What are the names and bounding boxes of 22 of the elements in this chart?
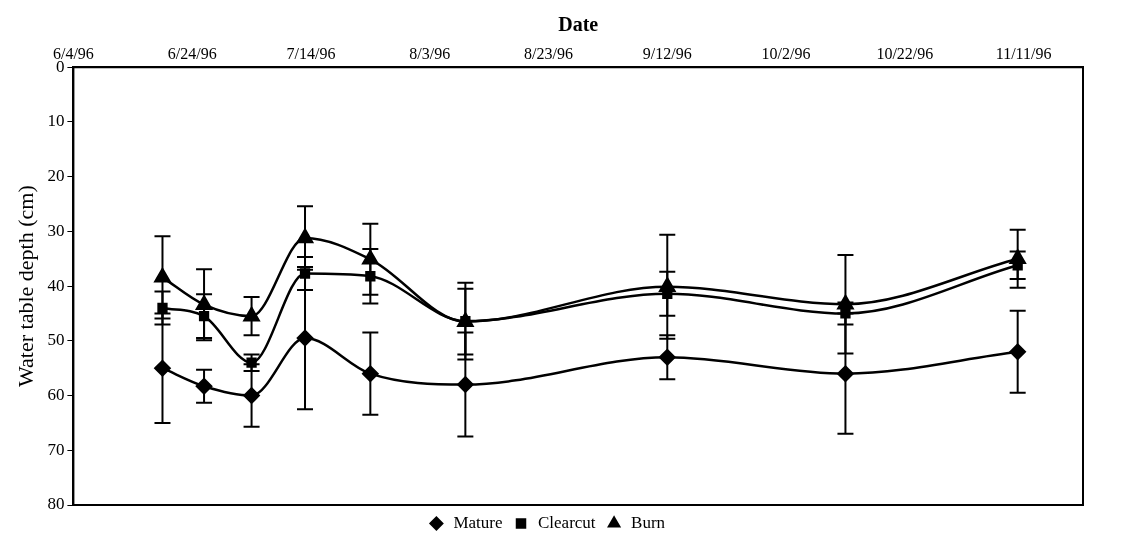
legend-label: Burn — [631, 512, 666, 532]
y-tick-label: 20 — [47, 166, 65, 186]
x-tick-label: 10/2/96 — [761, 44, 811, 62]
point — [362, 250, 379, 265]
x-tick-label: 11/11/96 — [995, 44, 1052, 62]
x-tick-label: 9/12/96 — [642, 44, 692, 62]
x-tick-label: 8/23/96 — [524, 44, 573, 62]
legend-label: Mature — [453, 512, 503, 532]
x-axis-title: Date — [558, 13, 599, 36]
y-tick-label: 50 — [47, 330, 65, 350]
x-tick-label: 8/3/96 — [409, 44, 451, 62]
y-tick-label: 40 — [47, 275, 65, 295]
y-tick-label: 70 — [47, 439, 65, 459]
x-tick-label: 10/22/96 — [876, 44, 934, 62]
legend-label: Clearcut — [538, 512, 596, 532]
y-tick-label: 80 — [47, 494, 65, 514]
y-axis-title: Water table depth (cm) — [12, 185, 38, 387]
y-tick-label: 10 — [47, 111, 65, 131]
y-tick-label: 60 — [47, 385, 65, 405]
x-tick-label: 6/24/96 — [167, 44, 217, 62]
x-tick-label: 7/14/96 — [286, 44, 336, 62]
y-tick-label: 30 — [47, 220, 65, 240]
